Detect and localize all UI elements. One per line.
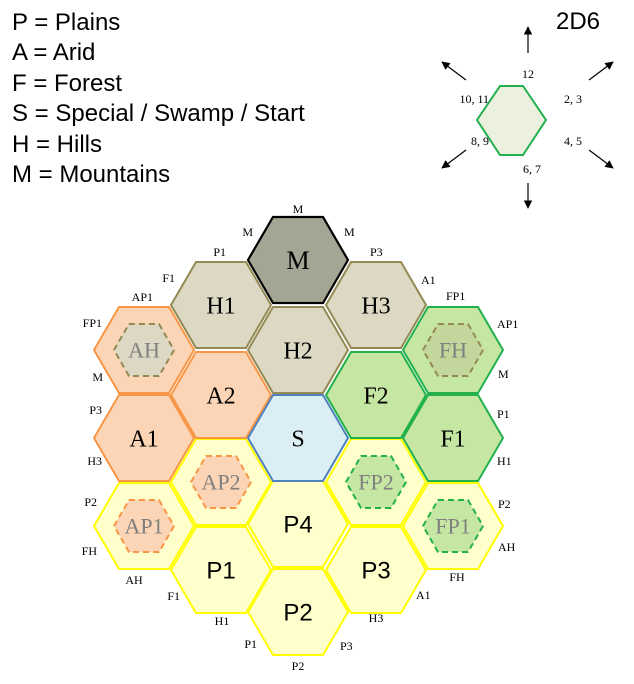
hex-label: AP2 (201, 470, 240, 495)
edge-label: AH (125, 573, 143, 587)
hex-label: AH (128, 338, 160, 363)
edge-label: A1 (421, 273, 436, 287)
edge-label: F1 (167, 589, 180, 603)
guide-hex (475, 85, 548, 156)
edge-label: P1 (497, 407, 510, 421)
direction-guide: 12 2, 3 4, 5 6, 7 8, 9 10, 11 (441, 26, 614, 209)
hex-label: A1 (129, 426, 158, 452)
edge-label: H1 (215, 614, 230, 628)
dice-label-up: 12 (522, 67, 534, 81)
hex-label: P1 (206, 557, 235, 584)
hex-label: F1 (440, 426, 465, 452)
arrow-down-left-icon (441, 149, 467, 169)
legend-forest: F = Forest (12, 70, 123, 97)
hex-tile (246, 306, 350, 394)
hex-label: S (291, 426, 304, 452)
hex-tile (401, 394, 505, 482)
hex-tile (324, 351, 428, 439)
edge-label: M (344, 225, 355, 239)
dice-title: 2D6 (556, 8, 601, 35)
edge-label: FH (449, 570, 465, 584)
edge-label: H3 (87, 454, 102, 468)
hex-tile (246, 215, 350, 305)
hex-label: H3 (361, 293, 390, 319)
hex-tile (246, 568, 350, 656)
hex-label: P3 (361, 557, 390, 584)
hex-label: H2 (283, 338, 312, 364)
hex-tile (324, 526, 428, 614)
hex-tile (246, 394, 350, 482)
hex-label: P2 (283, 599, 312, 626)
edge-labels: M M M P1 P3 F1 A1 AP1 FP1 FP1 AP1 M M P3 P1 H3 H1 P2 P2 FH A… (82, 202, 519, 673)
edge-label: AH (498, 540, 516, 554)
hex-label: FH (439, 338, 467, 363)
hex-label: AP1 (124, 514, 163, 539)
hex-label: H1 (206, 293, 235, 319)
hex-tile (169, 351, 273, 439)
edge-label: FH (82, 544, 98, 558)
hex-label: P4 (283, 511, 312, 538)
arrow-up-left-icon (441, 61, 467, 81)
edge-label: M (293, 202, 304, 216)
edge-label: P2 (498, 497, 511, 511)
hex-label: M (286, 246, 309, 275)
hex-label: FP1 (435, 514, 470, 539)
legend-plains: P = Plains (12, 9, 121, 36)
edge-label: A1 (416, 588, 431, 602)
legend-mountains: M = Mountains (12, 161, 171, 188)
dice-label-up-left: 10, 11 (459, 92, 489, 106)
edge-label: P2 (84, 495, 97, 509)
dice-label-down-left: 8, 9 (471, 134, 489, 148)
hex-label: FP2 (358, 470, 393, 495)
legend-arid: A = Arid (12, 39, 96, 66)
edge-label: M (498, 367, 509, 381)
edge-label: F1 (162, 271, 175, 285)
hex-label: A2 (206, 383, 235, 409)
edge-label: M (242, 225, 253, 239)
edge-label: P3 (89, 403, 102, 417)
hex-grid (92, 215, 505, 656)
legend-hills: H = Hills (12, 131, 103, 158)
hex-tile (92, 394, 196, 482)
dice-label-down: 6, 7 (523, 162, 541, 176)
hex-tile (324, 261, 428, 349)
edge-label: FP1 (446, 289, 465, 303)
edge-label: M (92, 370, 103, 384)
inner-hex-marker (112, 499, 176, 553)
arrow-down-right-icon (588, 149, 614, 169)
hex-tile (169, 261, 273, 349)
edge-label: AP1 (132, 290, 153, 304)
edge-label: P3 (370, 245, 383, 259)
inner-hex-marker (189, 455, 253, 509)
hex-label: F2 (363, 383, 388, 409)
dice-label-down-right: 4, 5 (564, 134, 582, 148)
edge-label: H3 (369, 611, 384, 625)
edge-label: P1 (213, 245, 226, 259)
hex-tile (169, 526, 273, 614)
inner-hex-marker (421, 499, 485, 553)
arrow-up-right-icon (588, 61, 614, 81)
legend-special: S = Special / Swamp / Start (12, 100, 305, 127)
inner-hex-marker (344, 455, 408, 509)
edge-label: P1 (244, 637, 257, 651)
edge-label: H1 (497, 454, 512, 468)
inner-hex-marker (421, 323, 485, 377)
edge-label: AP1 (497, 317, 518, 331)
edge-label: P2 (292, 659, 305, 673)
dice-label-up-right: 2, 3 (564, 92, 582, 106)
hex-labels: M H1 H2 H3 AH A2 A1 S F2 FH F1 AP2 FP2 AP1 P4 FP1 P1 P3 P2 (124, 246, 470, 626)
edge-label: FP1 (83, 316, 102, 330)
inner-hex-markers (112, 323, 485, 553)
inner-hex-marker (112, 323, 176, 377)
edge-label: P3 (340, 639, 353, 653)
